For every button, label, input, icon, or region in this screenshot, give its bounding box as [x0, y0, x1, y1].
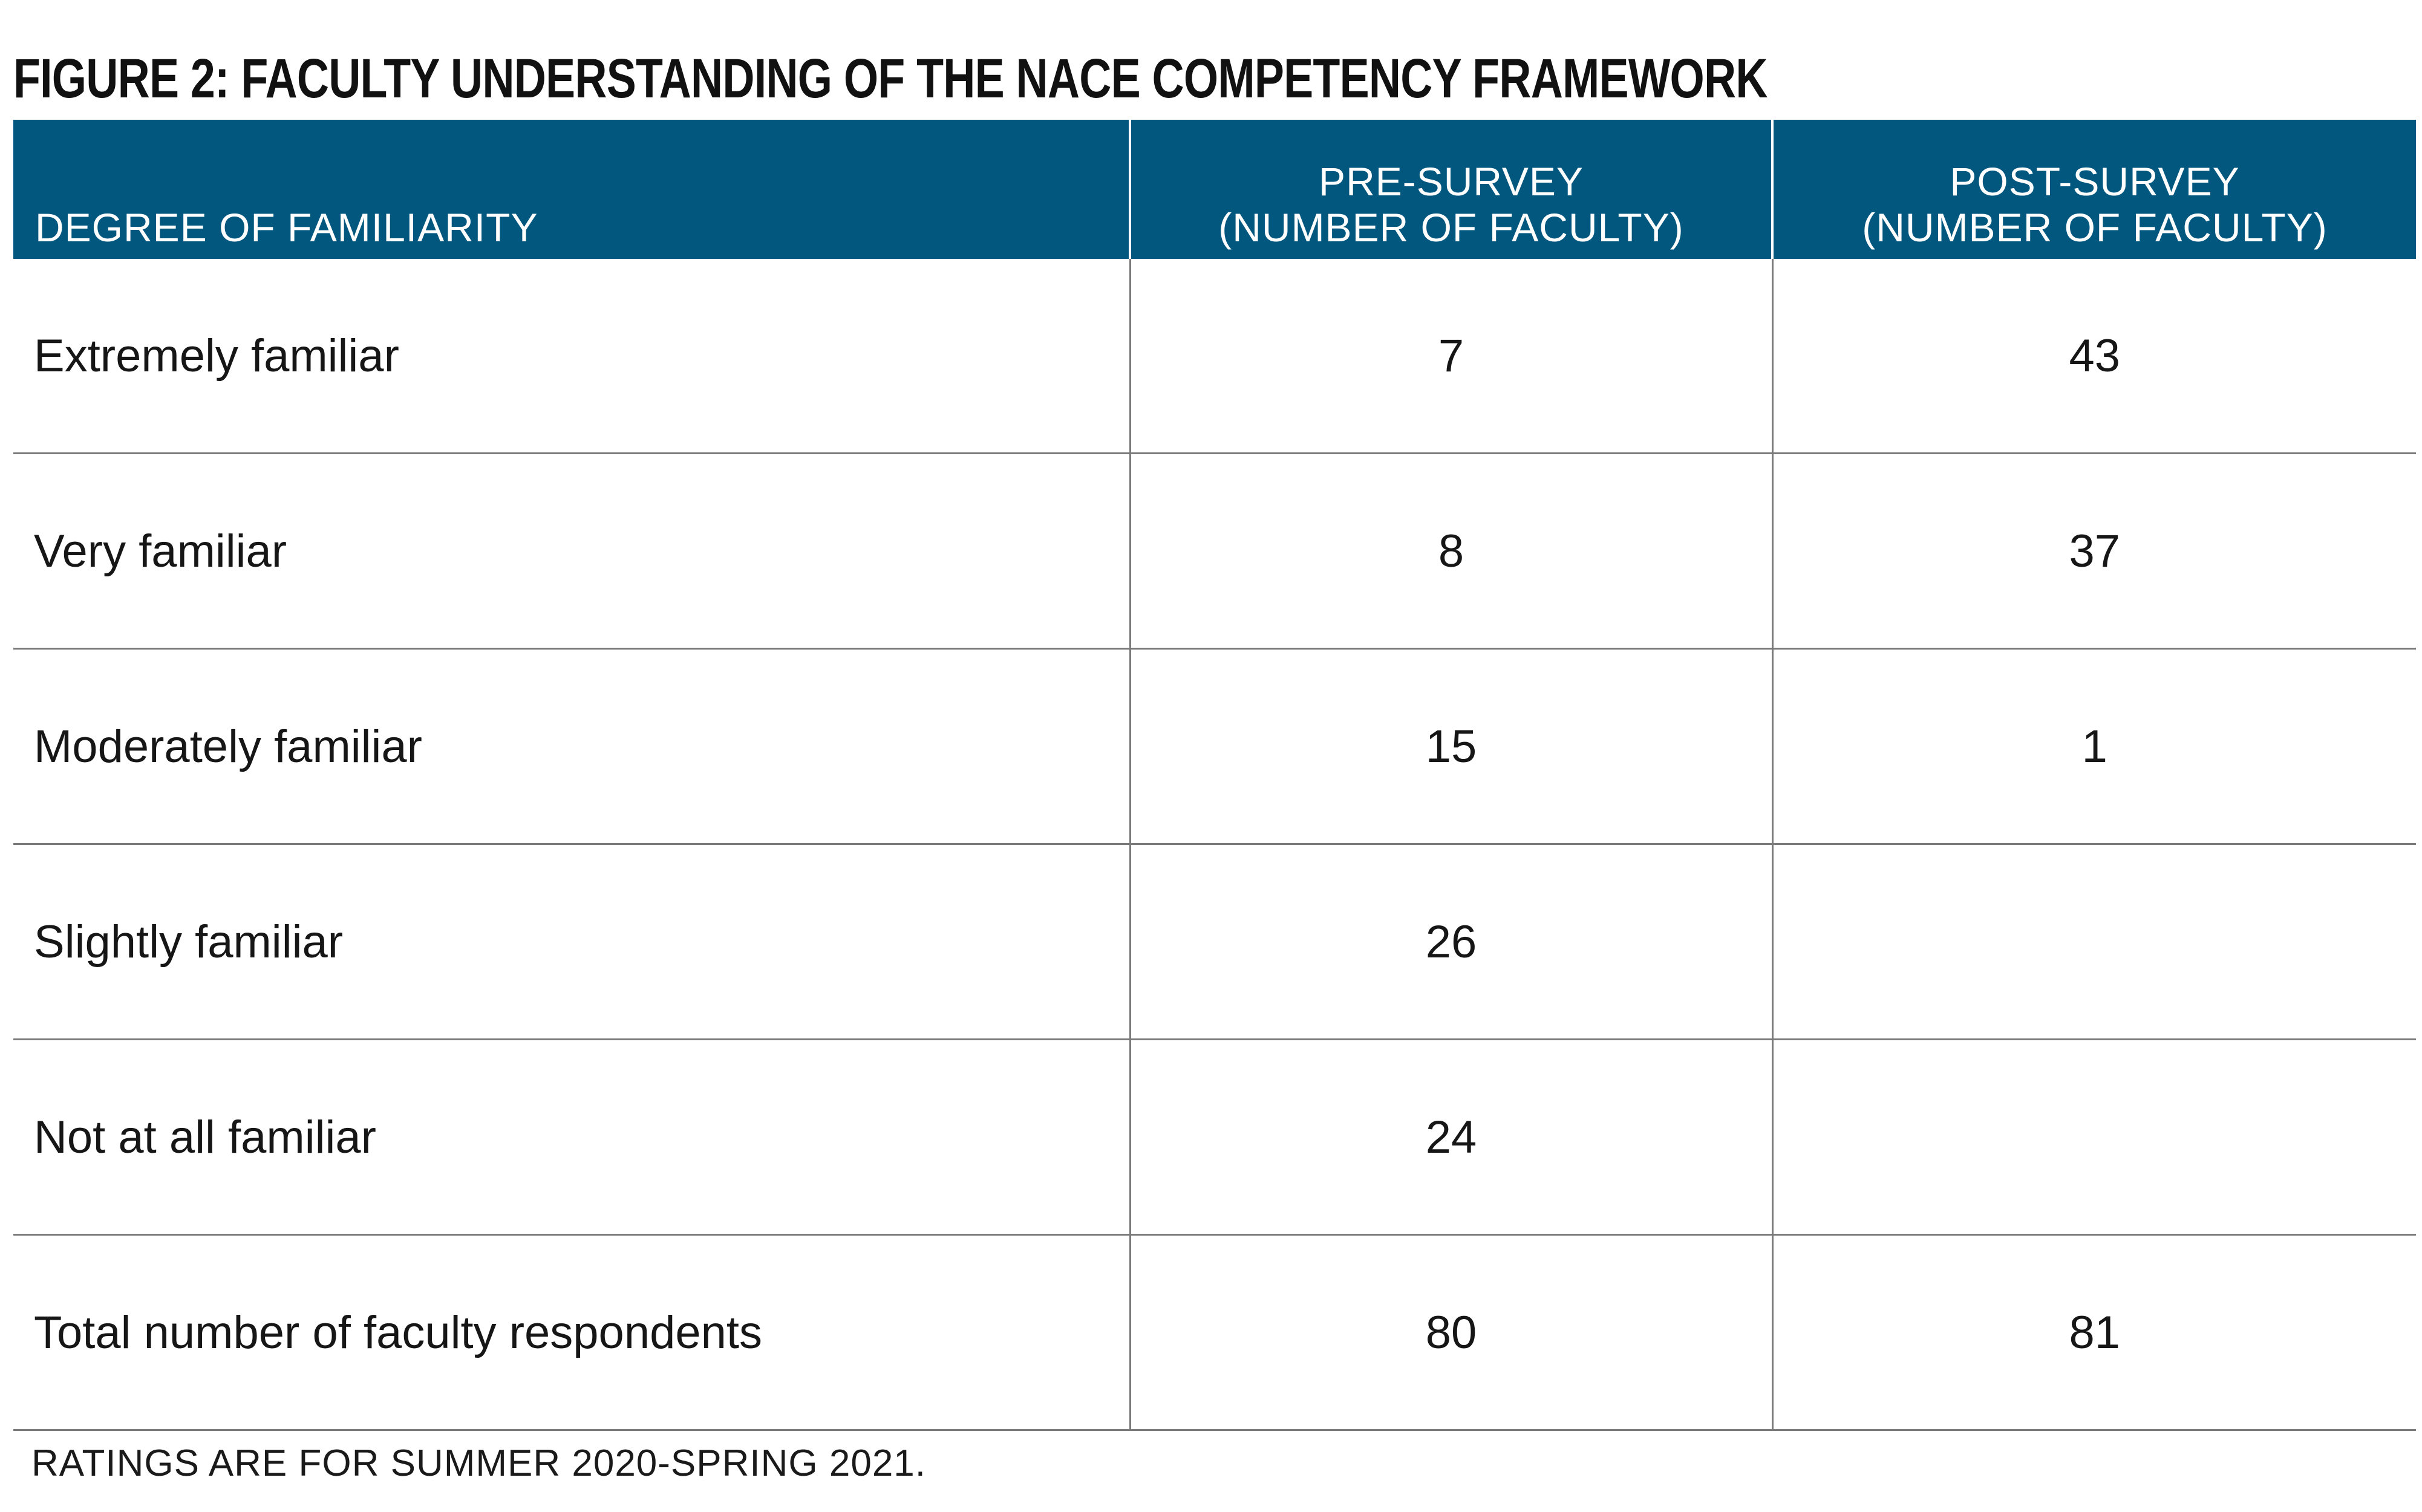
- header-line-1: POST-SURVEY: [1950, 159, 2240, 204]
- pre-survey-value: 80: [1129, 1234, 1772, 1431]
- post-survey-value: [1771, 1039, 2416, 1236]
- pre-survey-value: 15: [1129, 648, 1772, 845]
- header-line-2: (NUMBER OF FACULTY): [1218, 205, 1684, 250]
- row-label: Not at all familiar: [13, 1039, 1130, 1236]
- header-line-2: DEGREE OF FAMILIARITY: [35, 205, 538, 250]
- header-line-2: (NUMBER OF FACULTY): [1862, 205, 2328, 250]
- header-post-survey: POST-SURVEY (NUMBER OF FACULTY): [1772, 120, 2416, 259]
- table-header: DEGREE OF FAMILIARITY PRE-SURVEY (NUMBER…: [13, 120, 2416, 259]
- footnote: RATINGS ARE FOR SUMMER 2020-SPRING 2021.: [31, 1442, 927, 1484]
- header-line-1: PRE-SURVEY: [1319, 159, 1584, 204]
- pre-survey-value: 24: [1129, 1039, 1772, 1236]
- row-label: Total number of faculty respondents: [13, 1234, 1130, 1431]
- row-label: Slightly familiar: [13, 844, 1130, 1040]
- table-row: Not at all familiar 24: [13, 1039, 2416, 1236]
- post-survey-value: 37: [1771, 453, 2416, 650]
- table-row-total: Total number of faculty respondents 80 8…: [13, 1234, 2416, 1431]
- header-degree-of-familiarity: DEGREE OF FAMILIARITY: [13, 120, 1131, 259]
- pre-survey-value: 26: [1129, 844, 1772, 1040]
- familiarity-table: DEGREE OF FAMILIARITY PRE-SURVEY (NUMBER…: [13, 120, 2416, 1431]
- header-row: DEGREE OF FAMILIARITY PRE-SURVEY (NUMBER…: [13, 120, 2416, 259]
- row-label: Very familiar: [13, 453, 1130, 650]
- table-row: Extremely familiar 7 43: [13, 259, 2416, 454]
- table-row: Moderately familiar 15 1: [13, 648, 2416, 845]
- post-survey-value: [1771, 844, 2416, 1040]
- table-row: Slightly familiar 26: [13, 844, 2416, 1040]
- header-line-1: [35, 158, 1129, 204]
- post-survey-value: 1: [1771, 648, 2416, 845]
- post-survey-value: 43: [1771, 259, 2416, 454]
- pre-survey-value: 7: [1129, 259, 1772, 454]
- post-survey-value: 81: [1771, 1234, 2416, 1431]
- figure-title: FIGURE 2: FACULTY UNDERSTANDING OF THE N…: [13, 48, 1768, 109]
- pre-survey-value: 8: [1129, 453, 1772, 650]
- row-label: Moderately familiar: [13, 648, 1130, 845]
- row-label: Extremely familiar: [13, 259, 1130, 454]
- table-row: Very familiar 8 37: [13, 453, 2416, 650]
- table-body: Extremely familiar 7 43 Very familiar 8 …: [13, 259, 2416, 1431]
- header-pre-survey: PRE-SURVEY (NUMBER OF FACULTY): [1130, 120, 1774, 259]
